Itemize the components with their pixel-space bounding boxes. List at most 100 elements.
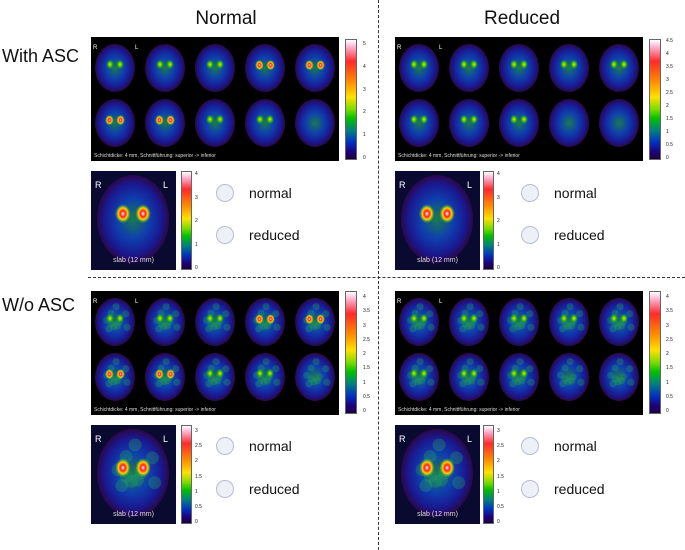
colorbar bbox=[483, 425, 494, 524]
colorbar-tick-label: 0 bbox=[666, 408, 669, 414]
right-marker: R bbox=[95, 180, 102, 190]
colorbar-tick-label: 4 bbox=[363, 63, 366, 70]
colorbar-tick-label: 2.5 bbox=[195, 443, 202, 450]
colorbar-tick-label: 2 bbox=[666, 351, 669, 357]
slice-montage bbox=[399, 298, 639, 401]
option-normal[interactable]: normal bbox=[216, 184, 292, 202]
option-normal[interactable]: normal bbox=[216, 437, 292, 455]
right-marker: R bbox=[397, 45, 402, 51]
colorbar-tick-label: 1 bbox=[363, 132, 366, 139]
radio-circle-icon[interactable] bbox=[521, 437, 539, 455]
slab-caption: slab (12 mm) bbox=[417, 511, 458, 518]
colorbar-tick-label: 3 bbox=[666, 322, 669, 329]
colorbar bbox=[483, 171, 494, 270]
slab-image-wo-asc-normal: R L slab (12 mm) bbox=[91, 425, 176, 524]
right-marker: R bbox=[93, 45, 98, 51]
column-title-normal: Normal bbox=[195, 8, 257, 29]
colorbar-tick-label: 3 bbox=[497, 428, 500, 434]
radio-circle-icon[interactable] bbox=[216, 184, 234, 202]
option-reduced[interactable]: reduced bbox=[216, 226, 300, 244]
colorbar-tick-label: 3.5 bbox=[666, 64, 673, 70]
radio-circle-icon[interactable] bbox=[216, 226, 234, 244]
colorbar-tick-label: 1 bbox=[497, 488, 500, 495]
horizontal-divider bbox=[88, 277, 685, 278]
colorbar-tick-label: 2.5 bbox=[363, 336, 370, 343]
colorbar-tick-label: 2.5 bbox=[666, 90, 673, 96]
slice-panel-with-asc-reduced: R L Schichtdicke: 4 mm, Schnittführung: … bbox=[395, 37, 643, 161]
right-marker: R bbox=[399, 180, 406, 190]
right-marker: R bbox=[93, 299, 98, 305]
colorbar-tick-label: 3 bbox=[666, 77, 669, 83]
colorbar-tick-label: 0.5 bbox=[363, 393, 370, 400]
slab-image bbox=[97, 175, 169, 263]
option-normal[interactable]: normal bbox=[521, 437, 597, 455]
colorbar-tick-label: 5 bbox=[363, 41, 366, 47]
colorbar bbox=[345, 39, 357, 160]
row-label-with-asc: With ASC bbox=[2, 46, 80, 66]
slab-caption: slab (12 mm) bbox=[417, 257, 458, 264]
option-label: normal bbox=[554, 185, 597, 201]
colorbar-tick-label: 1.5 bbox=[497, 473, 504, 480]
row-label-wo-asc: W/o ASC bbox=[2, 295, 76, 315]
colorbar-tick-label: 2 bbox=[363, 109, 366, 116]
colorbar-tick-label: 2 bbox=[363, 351, 366, 357]
colorbar bbox=[181, 171, 192, 270]
colorbar-tick-label: 3 bbox=[195, 194, 198, 201]
option-normal[interactable]: normal bbox=[521, 184, 597, 202]
colorbar-tick-label: 2.5 bbox=[666, 336, 673, 343]
option-reduced[interactable]: reduced bbox=[521, 480, 605, 498]
colorbar-tick-label: 4 bbox=[195, 171, 198, 177]
option-label: reduced bbox=[554, 481, 605, 497]
radio-circle-icon[interactable] bbox=[521, 184, 539, 202]
left-marker: L bbox=[135, 45, 139, 51]
colorbar-tick-label: 3 bbox=[363, 322, 366, 329]
colorbar-tick-label: 1 bbox=[195, 488, 198, 495]
colorbar-tick-label: 1 bbox=[363, 379, 366, 386]
colorbar-tick-label: 0 bbox=[363, 155, 366, 161]
slab-image-wo-asc-reduced: R L slab (12 mm) bbox=[395, 425, 480, 524]
colorbar-tick-label: 4 bbox=[666, 294, 669, 300]
colorbar-tick-label: 2 bbox=[195, 458, 198, 465]
colorbar-tick-label: 3.5 bbox=[666, 308, 673, 315]
option-reduced[interactable]: reduced bbox=[216, 480, 300, 498]
colorbar-tick-label: 1 bbox=[497, 241, 500, 248]
colorbar-tick-label: 2.5 bbox=[497, 443, 504, 450]
colorbar-tick-label: 2 bbox=[195, 218, 198, 224]
colorbar-tick-label: 1.5 bbox=[666, 116, 673, 122]
radio-circle-icon[interactable] bbox=[521, 480, 539, 498]
radio-circle-icon[interactable] bbox=[521, 226, 539, 244]
colorbar bbox=[649, 39, 661, 160]
colorbar-tick-label: 0 bbox=[363, 408, 366, 414]
slice-panel-with-asc-normal: R L Schichtdicke: 4 mm, Schnittführung: … bbox=[91, 37, 339, 161]
slab-caption: slab (12 mm) bbox=[113, 257, 154, 264]
left-marker: L bbox=[466, 180, 472, 190]
radio-circle-icon[interactable] bbox=[216, 437, 234, 455]
slice-panel-wo-asc-reduced: R L Schichtdicke: 4 mm, Schnittführung: … bbox=[395, 291, 643, 415]
radio-circle-icon[interactable] bbox=[216, 480, 234, 498]
colorbar-tick-label: 0 bbox=[195, 265, 198, 271]
option-reduced[interactable]: reduced bbox=[521, 226, 605, 244]
slice-caption: Schichtdicke: 4 mm, Schnittführung: supe… bbox=[398, 153, 520, 159]
left-marker: L bbox=[162, 434, 168, 444]
slice-caption: Schichtdicke: 4 mm, Schnittführung: supe… bbox=[398, 407, 520, 413]
colorbar-tick-label: 4 bbox=[497, 171, 500, 177]
option-label: normal bbox=[554, 438, 597, 454]
vertical-divider bbox=[378, 0, 379, 550]
colorbar-tick-label: 4.5 bbox=[666, 38, 673, 44]
option-label: reduced bbox=[249, 481, 300, 497]
option-label: reduced bbox=[249, 227, 300, 243]
right-marker: R bbox=[397, 299, 402, 305]
colorbar-tick-label: 4 bbox=[363, 294, 366, 300]
left-marker: L bbox=[135, 299, 139, 305]
slice-montage bbox=[399, 44, 639, 147]
colorbar-tick-label: 1.5 bbox=[363, 365, 370, 372]
colorbar-tick-label: 2 bbox=[497, 218, 500, 224]
colorbar-tick-label: 3 bbox=[497, 194, 500, 201]
colorbar-tick-label: 3.5 bbox=[363, 308, 370, 315]
colorbar-tick-label: 0.5 bbox=[666, 393, 673, 400]
option-label: normal bbox=[249, 438, 292, 454]
slice-caption: Schichtdicke: 4 mm, Schnittführung: supe… bbox=[94, 153, 216, 159]
colorbar-tick-label: 0.5 bbox=[666, 142, 673, 148]
colorbar-tick-label: 0 bbox=[497, 265, 500, 271]
slab-image bbox=[401, 429, 473, 517]
